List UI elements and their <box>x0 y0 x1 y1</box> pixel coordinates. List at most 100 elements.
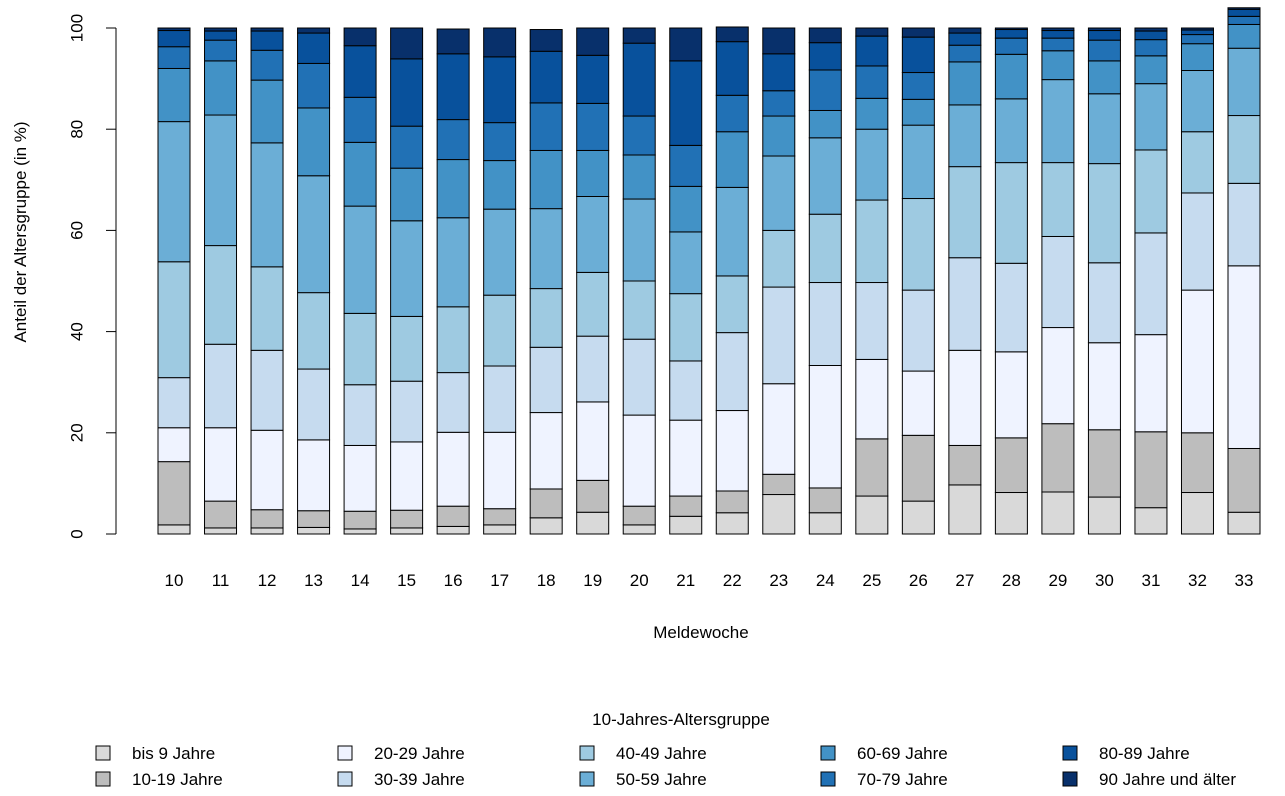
bar-segment-33-s3 <box>1227 182 1261 267</box>
bar-segment-11-s4 <box>204 245 238 345</box>
bar-segment-31-s8 <box>1134 30 1168 41</box>
legend-label: bis 9 Jahre <box>132 744 215 763</box>
bar-segment-25-s8 <box>855 35 889 67</box>
x-tick-label: 13 <box>304 571 323 590</box>
bar-stack-13 <box>297 27 331 535</box>
legend-item: 80-89 Jahre <box>1062 744 1190 763</box>
bar-segment-22-s7 <box>715 94 749 133</box>
bar-segment-11-s6 <box>204 60 238 116</box>
bar-segment-11-s2 <box>204 427 238 502</box>
bar-segment-28-s3 <box>994 262 1028 353</box>
bar-segment-31-s0 <box>1134 507 1168 535</box>
bar-segment-28-s5 <box>994 98 1028 164</box>
bar-segment-26-s1 <box>901 434 935 502</box>
legend-swatch <box>337 745 353 761</box>
bar-stack-31 <box>1134 27 1168 535</box>
bar-segment-24-s4 <box>808 213 842 284</box>
bar-segment-24-s3 <box>808 282 842 366</box>
bar-segment-23-s3 <box>762 286 796 385</box>
bar-segment-27-s2 <box>948 349 982 446</box>
bar-segment-11-s5 <box>204 114 238 247</box>
y-axis: 0 20 40 60 80 100 <box>68 14 117 539</box>
bar-segment-19-s5 <box>576 196 610 273</box>
bar-segment-21-s0 <box>669 515 703 535</box>
x-axis-label: Meldewoche <box>653 623 748 642</box>
bar-segment-32-s9 <box>1180 27 1214 31</box>
x-tick-label: 16 <box>444 571 463 590</box>
bar-segment-31-s2 <box>1134 334 1168 433</box>
bar-segment-12-s6 <box>250 79 284 144</box>
bar-segment-28-s2 <box>994 351 1028 439</box>
bar-segment-13-s9 <box>297 27 331 34</box>
bar-segment-10-s6 <box>157 67 191 123</box>
bar-segment-33-s5 <box>1227 47 1261 117</box>
x-tick-label: 31 <box>1141 571 1160 590</box>
bar-segment-18-s0 <box>529 517 563 535</box>
bar-segment-21-s5 <box>669 231 703 295</box>
bar-segment-18-s7 <box>529 102 563 151</box>
bar-segment-19-s3 <box>576 335 610 403</box>
bar-segment-20-s5 <box>622 198 656 282</box>
bar-segment-12-s9 <box>250 27 284 32</box>
bar-segment-13-s2 <box>297 439 331 512</box>
y-tick-label: 40 <box>68 322 87 341</box>
bar-segment-16-s3 <box>436 372 470 433</box>
bar-stack-11 <box>204 27 238 535</box>
bar-segment-27-s5 <box>948 104 982 168</box>
bar-stack-10 <box>157 27 191 535</box>
bar-stack-32 <box>1180 27 1214 535</box>
bar-segment-14-s7 <box>343 96 377 143</box>
bar-segment-17-s0 <box>483 524 517 535</box>
bar-segment-12-s2 <box>250 429 284 511</box>
bar-segment-21-s4 <box>669 293 703 362</box>
x-tick-label: 32 <box>1188 571 1207 590</box>
bar-segment-18-s6 <box>529 149 563 210</box>
bar-segment-10-s9 <box>157 27 191 32</box>
bar-segment-10-s3 <box>157 377 191 429</box>
bar-segment-30-s3 <box>1087 262 1121 344</box>
bar-segment-27-s1 <box>948 444 982 486</box>
legend-title: 10-Jahres-Altersgruppe <box>592 710 770 729</box>
bar-segment-29-s2 <box>1041 327 1075 425</box>
bar-stack-12 <box>250 27 284 535</box>
bar-segment-29-s0 <box>1041 491 1075 535</box>
bar-segment-15-s6 <box>390 167 424 222</box>
bar-segment-32-s0 <box>1180 492 1214 535</box>
legend-item: 60-69 Jahre <box>820 744 948 763</box>
bar-segment-24-s6 <box>808 109 842 139</box>
bar-segment-20-s6 <box>622 154 656 200</box>
bar-segment-33-s7 <box>1227 15 1261 25</box>
bar-segment-14-s1 <box>343 510 377 530</box>
bar-segment-22-s0 <box>715 512 749 535</box>
bar-segment-13-s8 <box>297 32 331 64</box>
bar-segment-18-s8 <box>529 50 563 104</box>
bar-segment-27-s3 <box>948 257 982 351</box>
bar-segment-33-s0 <box>1227 511 1261 535</box>
bar-segment-20-s8 <box>622 42 656 117</box>
bar-segment-29-s8 <box>1041 30 1075 39</box>
bar-segment-17-s3 <box>483 365 517 433</box>
bar-segment-32-s2 <box>1180 289 1214 434</box>
x-tick-label: 27 <box>955 571 974 590</box>
bar-segment-17-s1 <box>483 508 517 526</box>
bar-segment-30-s4 <box>1087 163 1121 264</box>
bar-segment-12-s0 <box>250 527 284 535</box>
bar-segment-11-s1 <box>204 500 238 529</box>
x-tick-label: 22 <box>723 571 742 590</box>
x-tick-label: 23 <box>769 571 788 590</box>
bar-segment-28-s6 <box>994 53 1028 100</box>
bar-segment-23-s9 <box>762 27 796 55</box>
bar-segment-21-s9 <box>669 27 703 62</box>
bar-segment-20-s3 <box>622 338 656 416</box>
bar-segment-26-s2 <box>901 370 935 436</box>
legend-item: 30-39 Jahre <box>337 770 465 789</box>
bar-segment-33-s8 <box>1227 8 1261 17</box>
bar-segment-13-s1 <box>297 510 331 528</box>
legend-swatch <box>337 771 353 787</box>
bar-segment-16-s1 <box>436 505 470 527</box>
x-axis: 10 11 12 13 14 15 16 17 18 19 20 21 22 23 24 25 26 27 28 29… <box>165 571 1254 590</box>
bar-segment-32-s5 <box>1180 70 1214 133</box>
x-tick-label: 33 <box>1235 571 1254 590</box>
legend-item: 40-49 Jahre <box>579 744 707 763</box>
